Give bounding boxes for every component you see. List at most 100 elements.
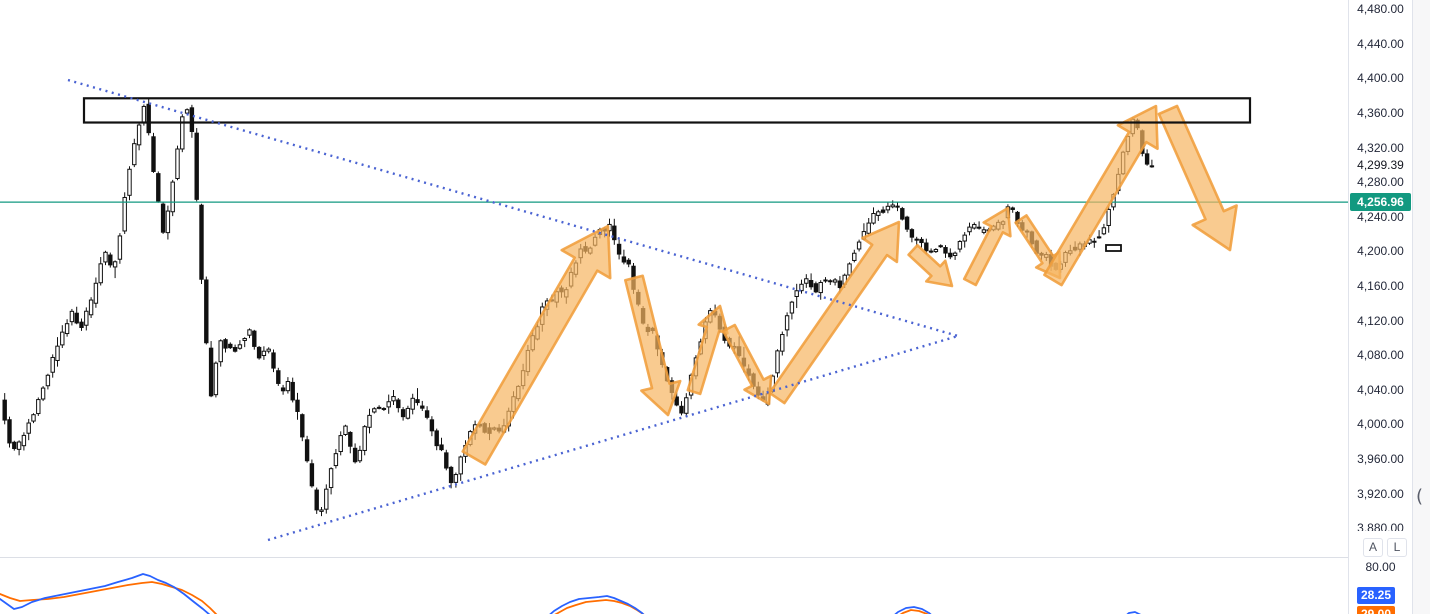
stoch-k-value-badge: 28.25: [1357, 587, 1395, 604]
candle-body: [12, 441, 17, 450]
candle-body: [199, 204, 204, 280]
arrow-annotation-up[interactable]: [768, 220, 901, 405]
candle-body: [122, 196, 127, 232]
candle-body: [386, 401, 391, 408]
price-tick-label: 4,000.00: [1357, 417, 1404, 431]
resistance-zone-rect[interactable]: [82, 97, 1252, 124]
price-tick-label: 3,920.00: [1357, 487, 1404, 501]
axis-buttons-row: A L: [1349, 531, 1412, 557]
log-scale-button[interactable]: L: [1387, 538, 1407, 557]
candle-body: [1149, 165, 1155, 168]
candle-body: [919, 238, 924, 244]
candle-body: [103, 251, 108, 263]
candle-body: [784, 315, 790, 331]
arrow-annotation-down[interactable]: [907, 243, 954, 288]
candle-body: [88, 299, 94, 316]
candle-body: [794, 290, 799, 297]
candle-body: [295, 399, 300, 412]
arrow-annotation-down[interactable]: [623, 274, 682, 417]
auto-scale-button[interactable]: A: [1363, 538, 1383, 557]
price-tick-label: 4,400.00: [1357, 71, 1404, 85]
candle-body: [976, 226, 982, 229]
stoch-k-line: [1126, 611, 1142, 614]
stoch-k-line: [0, 573, 211, 614]
candle-body: [132, 143, 137, 166]
candle-body: [285, 380, 291, 392]
candle-body: [7, 419, 12, 444]
collapsed-side-panel: (: [1413, 0, 1430, 614]
candlestick-series: [2, 98, 1155, 517]
side-panel-divider: [1412, 0, 1413, 614]
candle-body: [410, 397, 415, 410]
candle-body: [381, 407, 387, 410]
panel-expand-handle-icon[interactable]: (: [1416, 486, 1424, 507]
price-tick-label: 4,280.00: [1357, 175, 1404, 189]
small-box-annotation[interactable]: [1105, 244, 1122, 252]
candle-body: [252, 330, 257, 347]
candle-body: [933, 248, 939, 253]
arrow-annotation-up[interactable]: [461, 224, 612, 466]
candle-body: [247, 329, 252, 336]
candle-body: [21, 434, 27, 447]
price-tick-label: 4,440.00: [1357, 37, 1404, 51]
price-tick-label: 4,040.00: [1357, 383, 1404, 397]
candle-body: [962, 234, 967, 242]
main-chart-canvas[interactable]: [0, 0, 1348, 614]
candle-body: [117, 235, 123, 260]
candle-body: [328, 468, 334, 489]
candle-body: [218, 340, 223, 363]
descending-trendline[interactable]: [67, 78, 959, 338]
candle-body: [242, 338, 247, 341]
stochastic-pane: [0, 573, 1142, 614]
price-tick-label: 3,960.00: [1357, 452, 1404, 466]
candle-body: [400, 409, 406, 418]
candle-body: [938, 245, 943, 248]
candle-body: [45, 374, 51, 387]
candle-body: [405, 407, 411, 419]
candle-body: [832, 279, 838, 283]
candle-body: [448, 466, 454, 484]
candle-body: [31, 414, 36, 422]
candle-body: [261, 350, 267, 357]
candle-body: [1096, 236, 1102, 239]
candle-body: [1144, 153, 1150, 165]
candle-body: [780, 334, 785, 352]
arrow-annotation-up[interactable]: [962, 206, 1012, 287]
candle-body: [1010, 207, 1015, 210]
pane-divider[interactable]: [0, 557, 1430, 558]
candle-body: [813, 283, 819, 293]
candle-body: [93, 282, 99, 304]
candle-body: [972, 224, 977, 229]
arrow-annotation-up[interactable]: [686, 304, 729, 396]
candle-body: [180, 116, 185, 150]
ascending-trendline[interactable]: [267, 334, 959, 542]
candle-body: [266, 348, 271, 352]
candle-body: [237, 344, 243, 349]
arrow-annotation-up[interactable]: [1043, 104, 1159, 287]
candle-body: [847, 263, 852, 276]
candle-body: [213, 362, 219, 396]
candle-body: [799, 283, 804, 292]
candle-body: [304, 439, 310, 462]
candle-body: [79, 321, 84, 328]
candle-body: [943, 247, 948, 254]
candle-body: [900, 208, 905, 220]
indicator-level-label: 80.00: [1365, 560, 1396, 574]
candle-body: [1092, 240, 1097, 243]
candle-body: [319, 509, 324, 512]
candle-body: [271, 352, 276, 369]
candle-body: [136, 124, 142, 146]
candle-body: [343, 425, 348, 435]
price-tick-label: 4,200.00: [1357, 244, 1404, 258]
candle-body: [396, 399, 401, 409]
candle-body: [189, 107, 195, 132]
price-axis[interactable]: 3,880.00 3,920.00 3,960.00 4,000.00 4,040.00…: [1349, 0, 1412, 614]
arrow-annotation-down[interactable]: [1157, 104, 1238, 252]
candle-body: [324, 488, 329, 510]
candle-body: [127, 168, 132, 196]
candle-body: [55, 345, 60, 361]
candle-body: [338, 435, 343, 453]
candle-body: [808, 280, 814, 288]
arrow-annotation-down[interactable]: [721, 323, 773, 406]
stoch-k-line: [549, 595, 645, 614]
